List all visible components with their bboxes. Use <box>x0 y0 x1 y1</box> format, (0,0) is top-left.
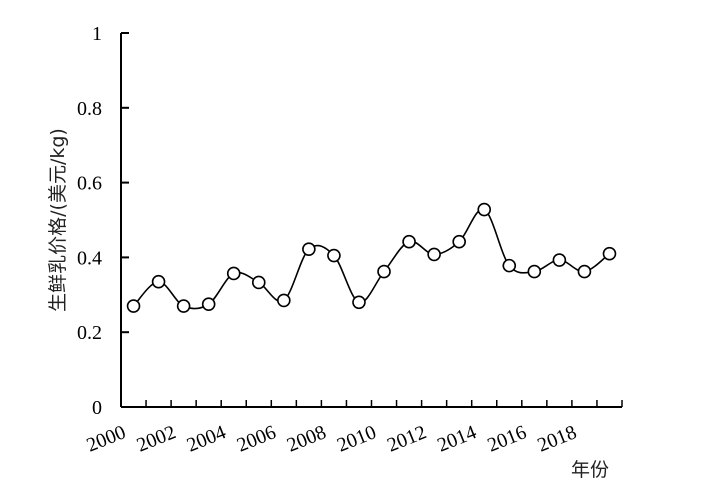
x-axis-title: 年份 <box>571 459 609 481</box>
x-tick-label: 2002 <box>134 421 179 456</box>
data-point <box>352 295 366 310</box>
x-axis-ticks: 2000 2002 2004 2006 2008 2010 2012 2014 2016 2018 <box>84 400 623 457</box>
series-layer <box>126 202 617 313</box>
data-point <box>502 258 517 273</box>
data-point <box>277 293 291 308</box>
x-tick-label: 2014 <box>434 421 479 456</box>
data-point <box>226 266 241 281</box>
x-tick-label: 2016 <box>484 421 529 456</box>
data-point <box>427 247 441 262</box>
data-point <box>201 297 216 311</box>
x-tick-label: 2004 <box>184 421 229 456</box>
data-point <box>377 264 391 279</box>
data-point <box>302 242 316 256</box>
x-tick-label: 2012 <box>384 421 429 456</box>
x-tick-label: 2006 <box>234 421 279 456</box>
data-point <box>327 248 341 263</box>
data-point <box>126 299 141 313</box>
data-point <box>477 202 492 217</box>
x-tick-label: 2008 <box>284 421 329 456</box>
y-tick-label: 0 <box>92 397 102 419</box>
data-point <box>602 246 617 261</box>
y-tick-label: 0.8 <box>77 98 102 120</box>
y-tick-label: 1 <box>92 23 102 45</box>
data-point <box>452 234 466 249</box>
data-point <box>402 234 416 249</box>
data-point <box>151 274 166 289</box>
x-tick-label: 2010 <box>334 421 379 456</box>
data-point <box>527 264 542 279</box>
series-line <box>132 208 610 310</box>
y-axis-title: 生鲜乳价格/(美元/kg) <box>47 128 69 312</box>
data-point <box>552 253 567 267</box>
x-tick-label: 2018 <box>534 421 579 456</box>
data-point <box>251 275 266 290</box>
y-tick-label: 0.6 <box>77 173 102 195</box>
y-tick-label: 0.2 <box>77 322 102 344</box>
y-tick-label: 0.4 <box>77 247 102 269</box>
data-point <box>176 299 191 313</box>
data-point <box>577 264 592 279</box>
y-axis-ticks: 0 0.2 0.4 0.6 0.8 1 <box>77 23 129 419</box>
x-tick-label: 2000 <box>84 421 129 456</box>
